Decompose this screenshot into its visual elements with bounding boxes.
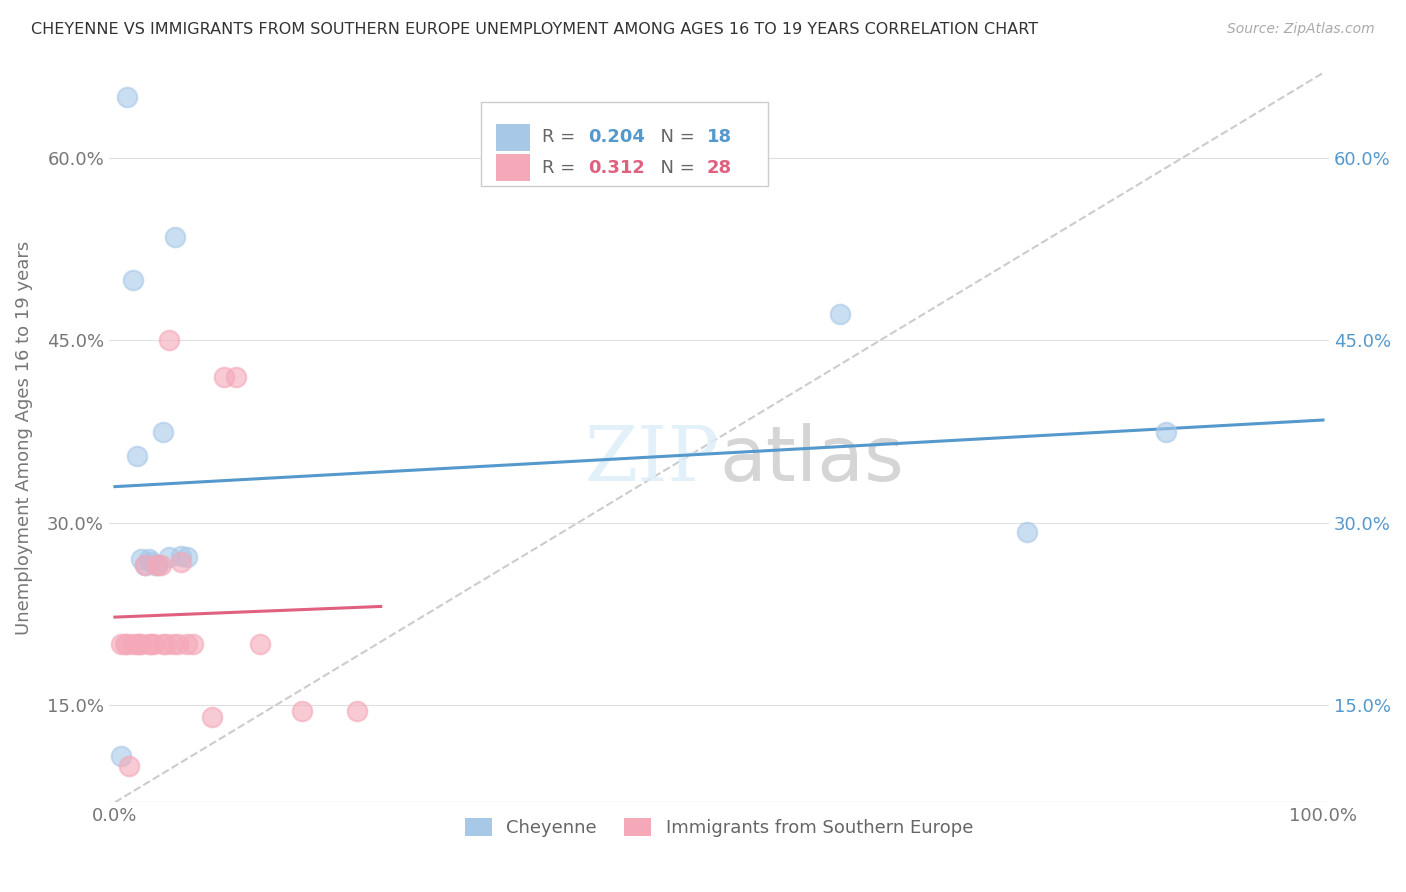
Text: N =: N = bbox=[650, 159, 702, 177]
Y-axis label: Unemployment Among Ages 16 to 19 years: Unemployment Among Ages 16 to 19 years bbox=[15, 241, 32, 635]
Point bbox=[1015, 525, 1038, 540]
Text: R =: R = bbox=[543, 159, 581, 177]
Point bbox=[162, 637, 184, 651]
Point bbox=[225, 369, 247, 384]
Point bbox=[138, 637, 160, 651]
Text: R =: R = bbox=[543, 128, 581, 146]
Point bbox=[149, 558, 172, 573]
Point bbox=[152, 637, 174, 651]
Point bbox=[134, 558, 156, 573]
Bar bbox=[496, 153, 530, 181]
Point bbox=[146, 558, 169, 573]
Point bbox=[115, 637, 138, 651]
Point bbox=[125, 637, 148, 651]
Point bbox=[134, 558, 156, 573]
Point bbox=[176, 549, 198, 564]
Point bbox=[166, 637, 188, 651]
Legend: Cheyenne, Immigrants from Southern Europe: Cheyenne, Immigrants from Southern Europ… bbox=[457, 811, 980, 845]
Point bbox=[122, 637, 145, 651]
Point bbox=[1154, 425, 1177, 439]
Point bbox=[131, 552, 153, 566]
Text: ZIP: ZIP bbox=[583, 423, 718, 497]
Point bbox=[115, 90, 138, 104]
Point bbox=[143, 558, 166, 573]
Point bbox=[110, 749, 132, 764]
Point bbox=[157, 334, 180, 348]
Point bbox=[200, 710, 222, 724]
Point bbox=[183, 637, 205, 651]
Text: 0.204: 0.204 bbox=[588, 128, 645, 146]
Point bbox=[249, 637, 271, 651]
Point bbox=[138, 552, 160, 566]
Point bbox=[141, 637, 163, 651]
Point bbox=[165, 230, 187, 244]
Point bbox=[125, 449, 148, 463]
Point bbox=[291, 704, 314, 718]
FancyBboxPatch shape bbox=[481, 103, 768, 186]
Text: Source: ZipAtlas.com: Source: ZipAtlas.com bbox=[1227, 22, 1375, 37]
Point bbox=[170, 555, 193, 569]
Point bbox=[114, 637, 136, 651]
Point bbox=[157, 549, 180, 564]
Text: N =: N = bbox=[650, 128, 702, 146]
Text: atlas: atlas bbox=[718, 423, 904, 497]
Point bbox=[828, 307, 851, 321]
Point bbox=[131, 637, 153, 651]
Text: CHEYENNE VS IMMIGRANTS FROM SOUTHERN EUROPE UNEMPLOYMENT AMONG AGES 16 TO 19 YEA: CHEYENNE VS IMMIGRANTS FROM SOUTHERN EUR… bbox=[31, 22, 1038, 37]
Point bbox=[155, 637, 177, 651]
Point bbox=[152, 425, 174, 439]
Point bbox=[142, 637, 165, 651]
Point bbox=[346, 704, 368, 718]
Point bbox=[110, 637, 132, 651]
Text: 18: 18 bbox=[707, 128, 733, 146]
Point bbox=[212, 369, 235, 384]
Point bbox=[118, 759, 141, 773]
Text: 0.312: 0.312 bbox=[588, 159, 645, 177]
Point bbox=[122, 272, 145, 286]
Point bbox=[148, 558, 170, 573]
Point bbox=[141, 555, 163, 569]
Point bbox=[170, 549, 193, 563]
Text: 28: 28 bbox=[707, 159, 733, 177]
Point bbox=[176, 637, 198, 651]
Bar bbox=[496, 123, 530, 152]
Point bbox=[128, 637, 150, 651]
